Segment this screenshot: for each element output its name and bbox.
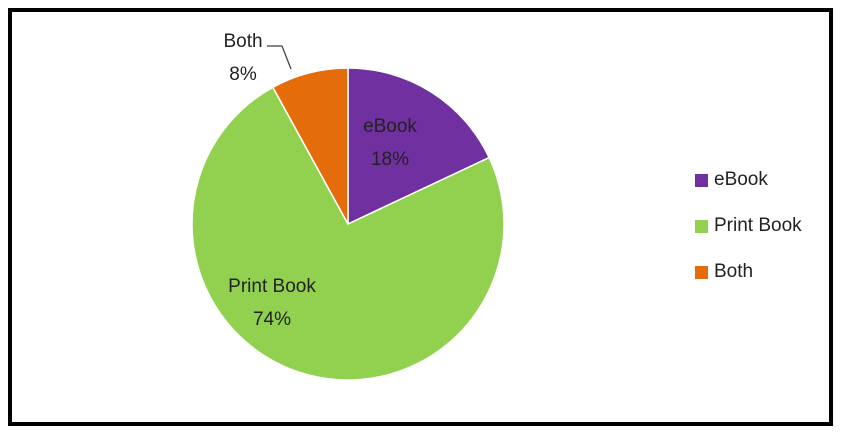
- pie-chart: eBook 18% Print Book 74% Both 8%: [191, 31, 505, 381]
- slice-pct-both: 8%: [229, 64, 257, 85]
- legend-item-ebook: eBook: [695, 168, 802, 192]
- legend-label-ebook: eBook: [714, 169, 768, 190]
- legend-swatch-print-book: [695, 219, 708, 233]
- legend-swatch-ebook: [695, 173, 708, 187]
- slice-pct-print-book: 74%: [253, 309, 291, 330]
- legend-item-print-book: Print Book: [695, 214, 802, 238]
- pie-slice-both: [271, 67, 349, 225]
- slice-label-ebook: eBook: [363, 116, 417, 137]
- legend: eBook Print Book Both: [695, 168, 802, 306]
- both-leader-line-2: [281, 45, 292, 70]
- legend-label-both: Both: [714, 261, 754, 282]
- legend-swatch-both: [695, 265, 708, 279]
- legend-label-print-book: Print Book: [714, 215, 802, 236]
- slice-label-print-book: Print Book: [228, 276, 316, 297]
- slice-label-both: Both: [223, 31, 262, 52]
- pie-slice-print-book: [191, 86, 505, 381]
- slice-pct-ebook: 18%: [371, 149, 409, 170]
- legend-item-both: Both: [695, 260, 802, 284]
- pie-slice-ebook: [347, 67, 491, 226]
- chart-frame: eBook 18% Print Book 74% Both 8% eBook P…: [8, 8, 833, 426]
